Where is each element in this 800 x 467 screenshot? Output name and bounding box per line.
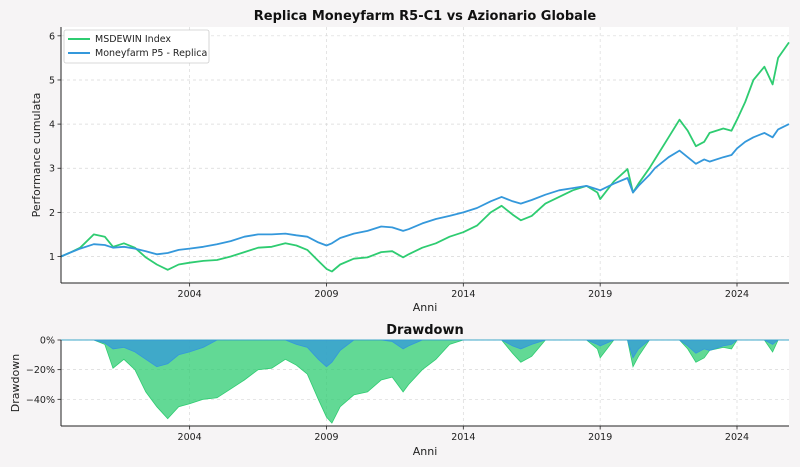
performance-y-tick-label: 3 <box>49 164 55 175</box>
series-line-msdewin <box>60 41 790 273</box>
legend-label-replica: Moneyfarm P5 - Replica <box>95 48 207 59</box>
drawdown-y-axis-label: Drawdown <box>9 354 22 412</box>
performance-x-ticks: 2004 2009 2014 2019 2024 <box>178 283 749 300</box>
drawdown-x-tick-label: 2014 <box>451 432 475 443</box>
drawdown-area-replica <box>61 339 789 368</box>
performance-y-tick-label: 4 <box>49 120 55 131</box>
drawdown-y-tick-label: 0% <box>40 336 55 347</box>
performance-axes <box>60 27 789 284</box>
drawdown-y-tick-label: −40% <box>26 395 55 406</box>
performance-y-tick-label: 1 <box>49 252 55 263</box>
performance-x-tick-label: 2004 <box>178 289 202 300</box>
performance-series <box>60 41 790 273</box>
performance-chart-title: Replica Moneyfarm R5-C1 vs Azionario Glo… <box>254 9 597 24</box>
performance-x-tick-label: 2009 <box>314 289 338 300</box>
drawdown-x-tick-label: 2009 <box>314 432 338 443</box>
drawdown-x-tick-label: 2024 <box>725 432 749 443</box>
drawdown-x-tick-label: 2019 <box>588 432 612 443</box>
drawdown-area-msdewin <box>61 339 789 424</box>
drawdown-y-tick-label: −20% <box>26 365 55 376</box>
drawdown-y-ticks: 0% −20% −40% <box>26 336 61 406</box>
performance-x-tick-label: 2014 <box>451 289 475 300</box>
drawdown-x-tick-label: 2004 <box>178 432 202 443</box>
drawdown-x-ticks: 2004 2009 2014 2019 2024 <box>178 426 749 443</box>
performance-grid <box>61 27 789 283</box>
performance-plot-area <box>61 27 789 283</box>
performance-y-tick-label: 5 <box>49 75 55 86</box>
performance-y-ticks: 1 2 3 4 5 6 <box>49 31 61 263</box>
performance-x-tick-label: 2024 <box>725 289 749 300</box>
series-line-replica <box>60 123 790 258</box>
performance-y-tick-label: 6 <box>49 31 55 42</box>
performance-x-axis-label: Anni <box>413 301 438 314</box>
legend-label-msdewin: MSDEWIN Index <box>95 34 171 45</box>
performance-y-axis-label: Performance cumulata <box>30 93 43 218</box>
drawdown-chart-title: Drawdown <box>386 323 464 338</box>
drawdown-x-axis-label: Anni <box>413 445 438 458</box>
drawdown-series <box>61 339 789 424</box>
legend: MSDEWIN Index Moneyfarm P5 - Replica <box>63 29 210 64</box>
performance-x-tick-label: 2019 <box>588 289 612 300</box>
performance-y-tick-label: 2 <box>49 208 55 219</box>
drawdown-axes <box>60 340 789 427</box>
